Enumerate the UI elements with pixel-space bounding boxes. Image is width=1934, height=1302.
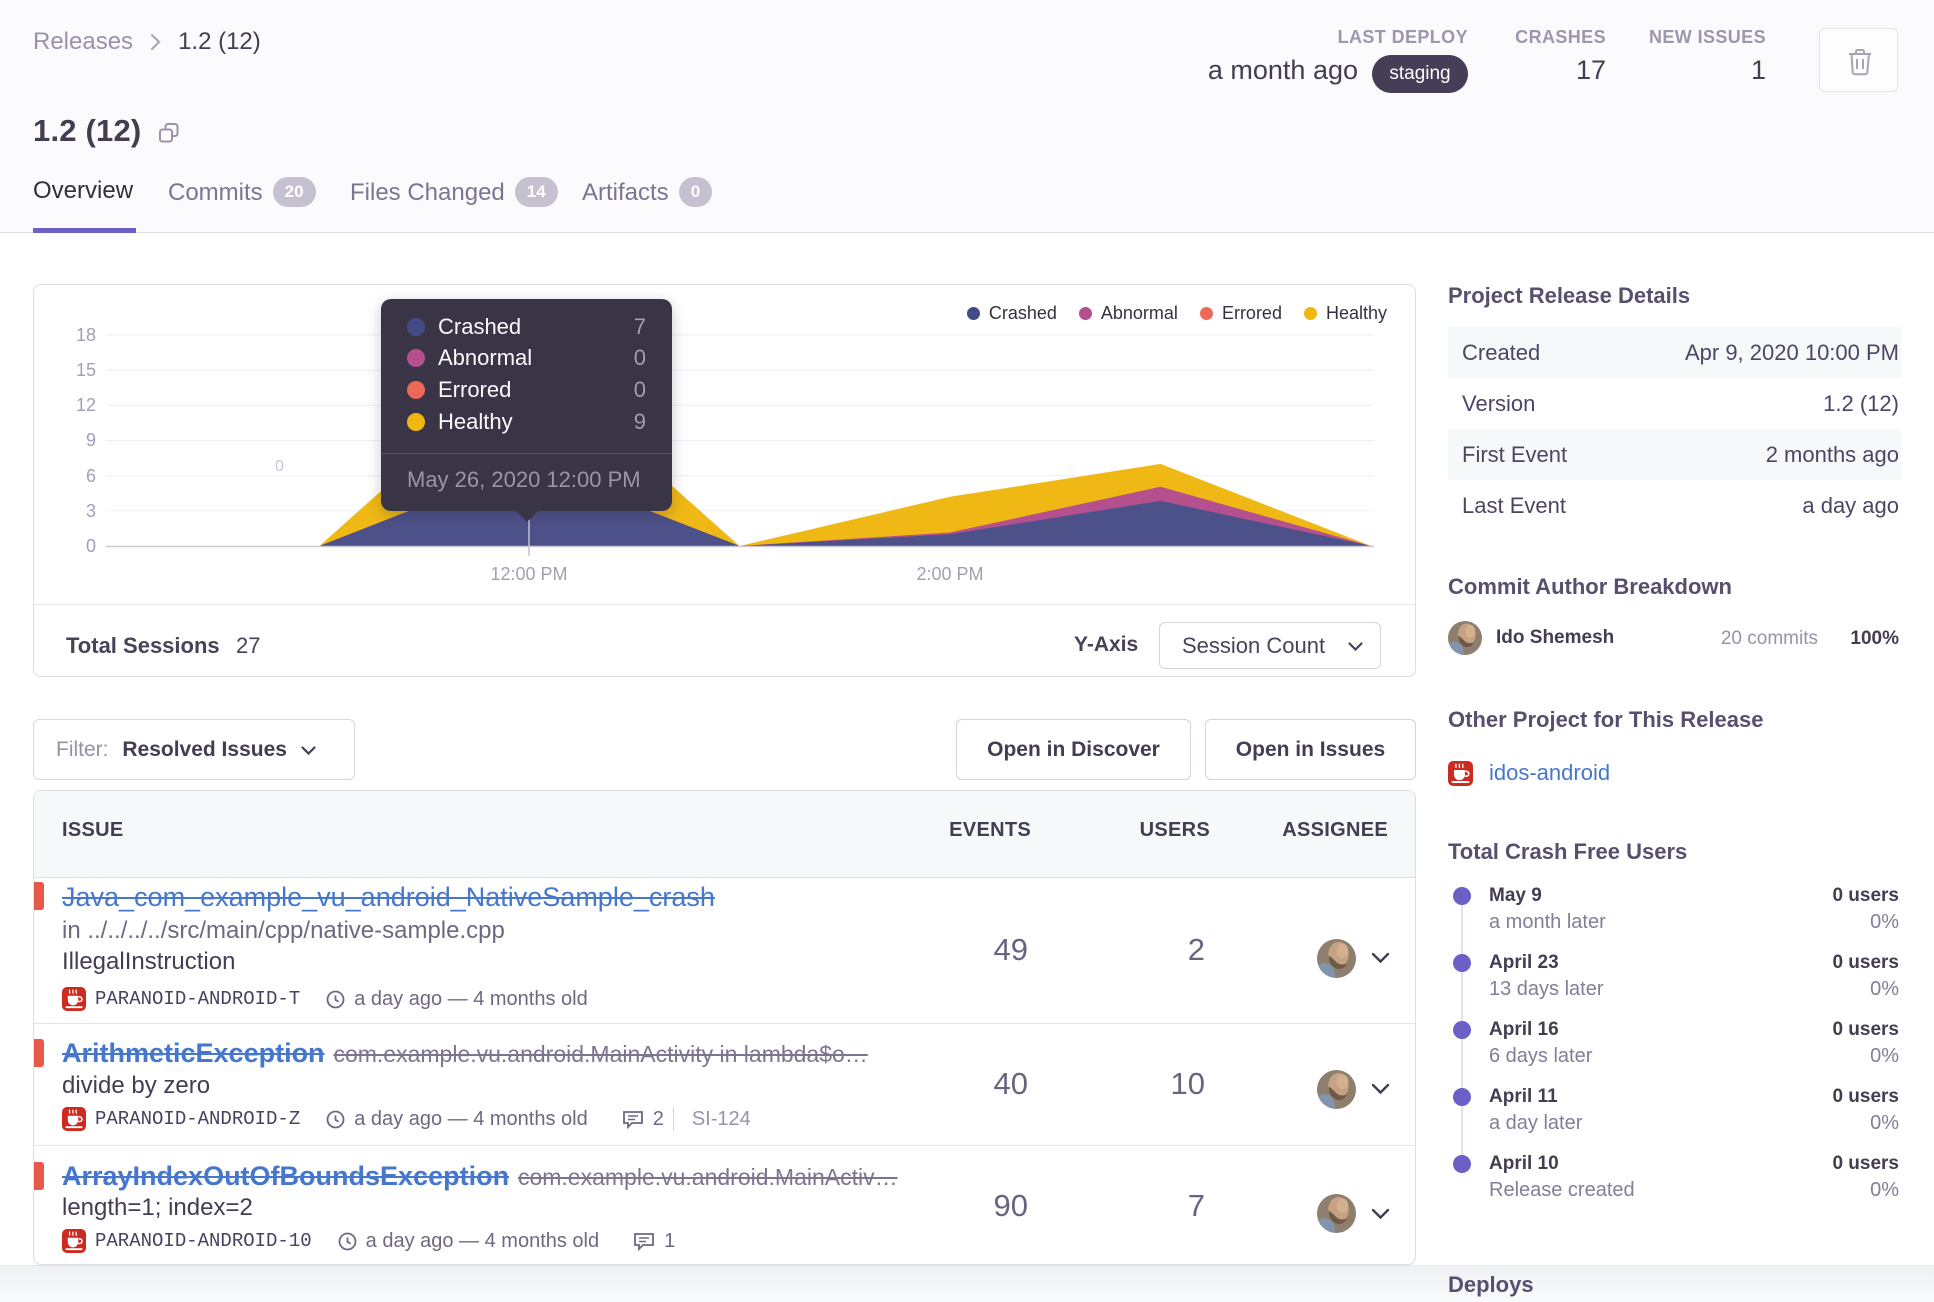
svg-text:9: 9 xyxy=(86,430,96,450)
svg-text:2:00 PM: 2:00 PM xyxy=(916,564,983,584)
svg-text:15: 15 xyxy=(76,360,96,380)
svg-text:6: 6 xyxy=(86,466,96,486)
svg-text:3: 3 xyxy=(86,501,96,521)
svg-text:12: 12 xyxy=(76,395,96,415)
svg-text:12:00 PM: 12:00 PM xyxy=(490,564,567,584)
svg-text:18: 18 xyxy=(76,325,96,345)
svg-text:0: 0 xyxy=(86,536,96,556)
svg-text:0: 0 xyxy=(275,458,284,475)
